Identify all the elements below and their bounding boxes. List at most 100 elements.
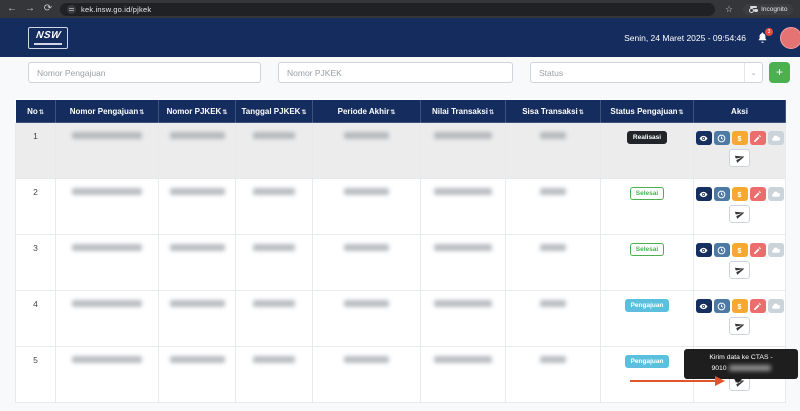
back-icon[interactable]: ←: [7, 3, 17, 14]
send-button[interactable]: [729, 317, 750, 335]
sort-icon[interactable]: ⇅: [578, 109, 584, 116]
edit-button[interactable]: [749, 131, 766, 145]
history-button[interactable]: [713, 299, 730, 313]
insw-logo[interactable]: NSW: [28, 26, 68, 49]
redacted-text: [728, 365, 771, 372]
col-nilai-transaksi[interactable]: Nilai Transaksi⇅: [420, 99, 506, 123]
cell-no: 5: [15, 346, 56, 403]
cell-tanggal-pjkek: [235, 122, 313, 179]
download-button[interactable]: [767, 299, 784, 313]
col-no[interactable]: No⇅: [15, 99, 56, 123]
col-nomor-pjkek[interactable]: Nomor PJKEK⇅: [158, 99, 236, 123]
sort-icon[interactable]: ⇅: [678, 109, 684, 116]
col-sisa-transaksi[interactable]: Sisa Transaksi⇅: [505, 99, 601, 123]
cell-nomor-pengajuan: [55, 290, 159, 347]
cell-nomor-pjkek: [158, 122, 236, 179]
sort-icon[interactable]: ⇅: [489, 109, 495, 116]
history-clock-icon: [717, 246, 726, 254]
table-row: 2 Selesai $: [15, 178, 786, 235]
nomor-pengajuan-input[interactable]: [28, 62, 261, 83]
history-button[interactable]: [713, 187, 730, 201]
billing-button[interactable]: $: [731, 187, 748, 201]
edit-button[interactable]: [749, 299, 766, 313]
send-button[interactable]: [729, 205, 750, 223]
col-nomor-pengajuan[interactable]: Nomor Pengajuan⇅: [55, 99, 159, 123]
billing-button[interactable]: $: [731, 243, 748, 257]
add-button[interactable]: +: [769, 62, 790, 83]
annotation-arrow: [630, 376, 725, 386]
view-button[interactable]: [695, 299, 712, 313]
table-row: 3 Selesai $: [15, 234, 786, 291]
cell-nomor-pjkek: [158, 178, 236, 235]
table-body: 1 Realisasi $ 2: [15, 122, 786, 403]
sort-icon[interactable]: ⇅: [222, 109, 228, 116]
redacted-text: [540, 300, 566, 307]
redacted-text: [540, 132, 566, 139]
cell-aksi: $: [693, 234, 786, 291]
status-select[interactable]: Status ⌄: [530, 62, 763, 83]
dollar-icon: $: [737, 301, 742, 311]
cell-no: 3: [15, 234, 56, 291]
download-button[interactable]: [767, 243, 784, 257]
redacted-text: [169, 244, 225, 251]
tooltip-line2-prefix: 9010: [711, 364, 727, 372]
sort-icon[interactable]: ⇅: [390, 109, 396, 116]
tooltip-line1: Kirim data ke CTAS -: [709, 354, 773, 361]
site-info-icon[interactable]: [67, 4, 76, 14]
send-paper-plane-icon: [734, 267, 744, 275]
sort-icon[interactable]: ⇅: [38, 109, 44, 116]
redacted-text: [169, 356, 225, 363]
col-tanggal-pjkek[interactable]: Tanggal PJKEK⇅: [235, 99, 313, 123]
insw-logo-text: NSW: [34, 29, 62, 41]
cell-status-pengajuan: Pengajuan: [600, 290, 694, 347]
view-button[interactable]: [695, 187, 712, 201]
redacted-text: [434, 356, 492, 363]
edit-button[interactable]: [749, 243, 766, 257]
forward-icon[interactable]: →: [25, 3, 35, 14]
user-avatar[interactable]: [780, 26, 800, 49]
col-periode-akhir[interactable]: Periode Akhir⇅: [312, 99, 421, 123]
send-button[interactable]: [729, 149, 750, 167]
table-row: 5 Pengajuan $: [15, 346, 786, 403]
cell-periode-akhir: [312, 122, 421, 179]
notification-bell[interactable]: 3: [756, 27, 773, 45]
send-paper-plane-icon: [734, 155, 744, 163]
sort-icon[interactable]: ⇅: [139, 109, 145, 116]
cell-nilai-transaksi: [420, 290, 506, 347]
redacted-text: [253, 244, 295, 251]
history-button[interactable]: [713, 131, 730, 145]
redacted-text: [434, 132, 492, 139]
redacted-text: [72, 244, 142, 251]
send-button[interactable]: [729, 261, 750, 279]
redacted-text: [344, 132, 389, 139]
cell-sisa-transaksi: [505, 178, 601, 235]
cell-status-pengajuan: Selesai: [600, 234, 694, 291]
view-button[interactable]: [695, 243, 712, 257]
billing-button[interactable]: $: [731, 299, 748, 313]
cell-aksi: $: [693, 122, 786, 179]
redacted-text: [434, 244, 492, 251]
pjkek-table: No⇅ Nomor Pengajuan⇅ Nomor PJKEK⇅ Tangga…: [15, 99, 786, 403]
edit-pencil-icon: [754, 134, 761, 142]
billing-button[interactable]: $: [731, 131, 748, 145]
reload-icon[interactable]: ⟳: [43, 3, 53, 14]
nomor-pjkek-input[interactable]: [278, 62, 513, 83]
edit-button[interactable]: [749, 187, 766, 201]
redacted-text: [540, 356, 566, 363]
cell-status-pengajuan: Selesai: [600, 178, 694, 235]
download-button[interactable]: [767, 187, 784, 201]
view-button[interactable]: [695, 131, 712, 145]
app-header: NSW Senin, 24 Maret 2025 - 09:54:46 3: [0, 18, 800, 57]
col-status-pengajuan[interactable]: Status Pengajuan⇅: [600, 99, 694, 123]
cell-nomor-pjkek: [158, 346, 236, 403]
history-button[interactable]: [713, 243, 730, 257]
edit-pencil-icon: [754, 190, 761, 198]
bookmark-star-icon[interactable]: ☆: [725, 3, 734, 14]
table-header: No⇅ Nomor Pengajuan⇅ Nomor PJKEK⇅ Tangga…: [15, 99, 786, 123]
url-bar[interactable]: kek.insw.go.id/pjkek: [60, 2, 715, 16]
download-button[interactable]: [767, 131, 784, 145]
sort-icon[interactable]: ⇅: [301, 109, 307, 116]
history-clock-icon: [717, 190, 726, 198]
cell-nomor-pjkek: [158, 234, 236, 291]
edit-pencil-icon: [754, 246, 761, 254]
